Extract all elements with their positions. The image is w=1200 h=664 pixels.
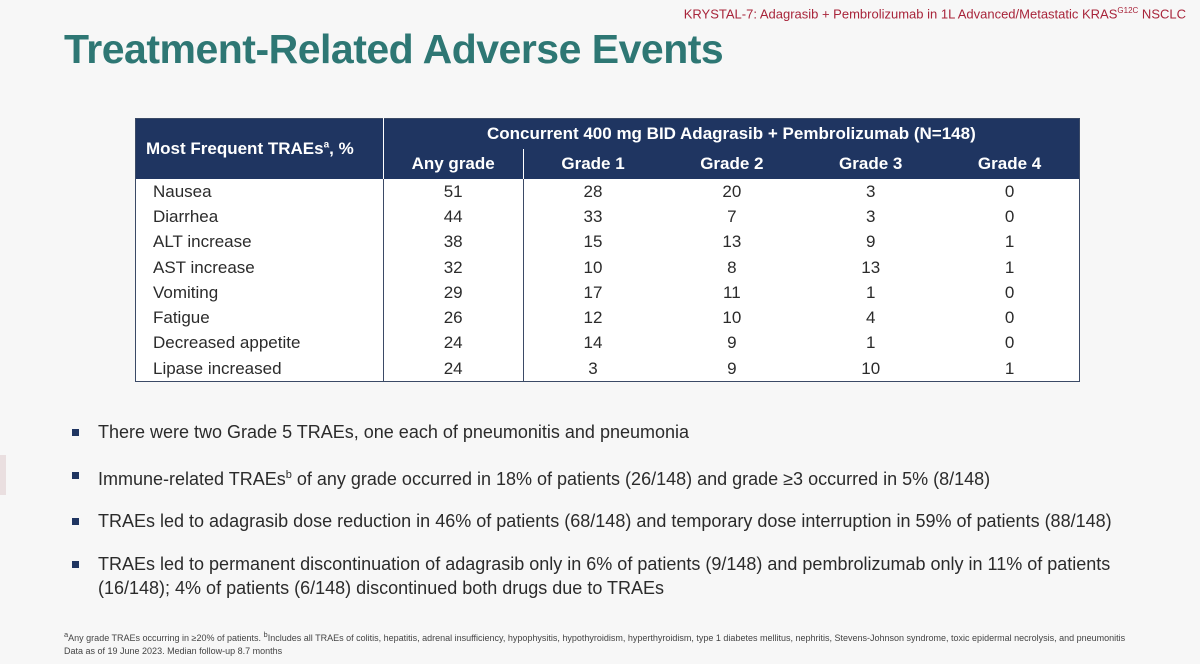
bullet-text: TRAEs led to permanent discontinuation o… [98, 553, 1111, 598]
bullet-superscript: b [285, 468, 292, 481]
table-cell: 3 [865, 206, 876, 226]
table-cell: 0 [1004, 206, 1015, 226]
table-cell: 10 [861, 358, 881, 378]
table-cell: 12 [583, 308, 603, 328]
table-row: Nausea 51 28 20 3 0 [135, 179, 1080, 205]
footnote-a-text: Any grade TRAEs occurring in ≥20% of pat… [68, 633, 264, 643]
table-cell: 13 [722, 232, 742, 252]
decorative-side-mark [0, 455, 6, 495]
study-tag: KRYSTAL-7: Adagrasib + Pembrolizumab in … [684, 6, 1186, 21]
table-cell-name: Diarrhea [135, 204, 384, 230]
footnote-line-2: Data as of 19 June 2023. Median follow-u… [64, 646, 283, 656]
table-cell: 10 [722, 308, 742, 328]
table-cell-name: Vomiting [135, 280, 384, 306]
table-cell: 1 [865, 282, 876, 302]
table-row: Diarrhea 44 33 7 3 0 [135, 204, 1080, 230]
bullet-item: TRAEs led to permanent discontinuation o… [70, 552, 1160, 600]
bullet-text: There were two Grade 5 TRAEs, one each o… [98, 422, 690, 442]
bullet-square-icon [72, 560, 79, 568]
adverse-events-table: Most Frequent TRAEsa, % Concurrent 400 m… [135, 118, 1080, 383]
table-cell: 14 [583, 333, 603, 353]
summary-bullet-list: There were two Grade 5 TRAEs, one each o… [70, 420, 1160, 618]
table-cell-name: Lipase increased [135, 356, 384, 382]
table-cell: 13 [861, 257, 881, 277]
column-header: Grade 2 [662, 149, 802, 179]
table-cell-name: Fatigue [135, 305, 384, 331]
table-cell: 29 [383, 280, 524, 306]
table-cell: 38 [383, 229, 524, 255]
bullet-square-icon [72, 471, 79, 479]
table-cell: 0 [1004, 333, 1015, 353]
table-row: AST increase 32 10 8 13 1 [135, 254, 1080, 281]
footnote-a-marker: a [64, 630, 69, 639]
study-tag-superscript: G12C [1117, 6, 1139, 15]
table-cell: 10 [583, 257, 603, 277]
footnote-b-text: Includes all TRAEs of colitis, hepatitis… [267, 633, 1126, 643]
table-cell: 33 [583, 206, 603, 226]
footnotes: aAny grade TRAEs occurring in ≥20% of pa… [64, 628, 1184, 658]
column-header: Any grade [383, 149, 524, 179]
study-tag-text: KRYSTAL-7: Adagrasib + Pembrolizumab in … [683, 6, 1118, 22]
table-cell-name: AST increase [135, 254, 384, 281]
table-cell: 1 [1004, 257, 1015, 277]
table-cell: 9 [865, 232, 876, 252]
page-title: Treatment-Related Adverse Events [64, 26, 724, 72]
table-cell: 7 [727, 206, 737, 226]
table-row: Decreased appetite 24 14 9 1 0 [135, 330, 1080, 357]
column-header: Grade 1 [523, 149, 663, 179]
bullet-item: TRAEs led to adagrasib dose reduction in… [70, 509, 1160, 533]
bullet-square-icon [72, 518, 79, 525]
table-cell: 0 [1004, 308, 1015, 328]
table-cell: 24 [383, 330, 524, 357]
table-cell: 32 [383, 254, 524, 281]
table-cell: 15 [583, 232, 603, 252]
table-row: Vomiting 29 17 11 1 0 [135, 280, 1080, 306]
table-cell: 0 [1004, 181, 1015, 201]
bullet-item: There were two Grade 5 TRAEs, one each o… [70, 420, 1160, 444]
table-cell: 3 [865, 181, 876, 201]
table-cell: 1 [865, 333, 876, 353]
table-cell: 17 [583, 282, 603, 302]
bullet-text: Immune-related TRAEs [98, 468, 286, 489]
table-cell: 51 [383, 179, 524, 205]
table-cell: 8 [727, 257, 737, 277]
row-header-cell: Most Frequent TRAEsa, % [135, 118, 384, 179]
bullet-text-continued: of any grade occurred in 18% of patients… [291, 468, 991, 489]
table-cell-name: Decreased appetite [135, 330, 384, 357]
table-cell: 44 [383, 204, 524, 230]
footnote-line-1: aAny grade TRAEs occurring in ≥20% of pa… [64, 628, 1184, 645]
table-cell: 4 [865, 308, 876, 328]
table-cell-name: Nausea [135, 179, 384, 205]
table-cell: 20 [722, 181, 742, 201]
footnote-b-marker: b [263, 630, 268, 639]
table-cell: 11 [723, 282, 741, 302]
table-cell: 3 [588, 358, 598, 378]
table-cell: 28 [583, 181, 603, 201]
study-tag-suffix: NSCLC [1138, 6, 1186, 22]
table-cell: 26 [383, 305, 524, 331]
table-row: Lipase increased 24 3 9 10 1 [135, 356, 1080, 382]
row-header-label: Most Frequent TRAEs [146, 139, 324, 158]
table-row: Fatigue 26 12 10 4 0 [135, 305, 1080, 331]
table-group-header-row: Most Frequent TRAEsa, % Concurrent 400 m… [135, 118, 1080, 179]
table-cell: 9 [727, 333, 737, 353]
bullet-square-icon [72, 429, 79, 436]
column-header: Grade 3 [801, 149, 941, 179]
table-cell: 9 [727, 358, 737, 378]
row-header-superscript: a [323, 139, 330, 151]
row-header-suffix: , % [329, 139, 354, 158]
bullet-text: TRAEs led to adagrasib dose reduction in… [98, 511, 1112, 531]
group-header-cell: Concurrent 400 mg BID Adagrasib + Pembro… [383, 118, 1080, 149]
table-cell: 1 [1004, 232, 1015, 252]
table-cell: 24 [383, 356, 524, 382]
table-column-header-row: Any grade Grade 1 Grade 2 Grade 3 Grade … [136, 149, 1080, 179]
table-cell: 1 [1004, 358, 1015, 378]
table-row: ALT increase 38 15 13 9 1 [135, 229, 1080, 255]
table-cell-name: ALT increase [135, 229, 384, 255]
table-cell: 0 [1004, 282, 1015, 302]
column-header: Grade 4 [940, 149, 1080, 179]
bullet-item: Immune-related TRAEsb of any grade occur… [70, 463, 1160, 491]
